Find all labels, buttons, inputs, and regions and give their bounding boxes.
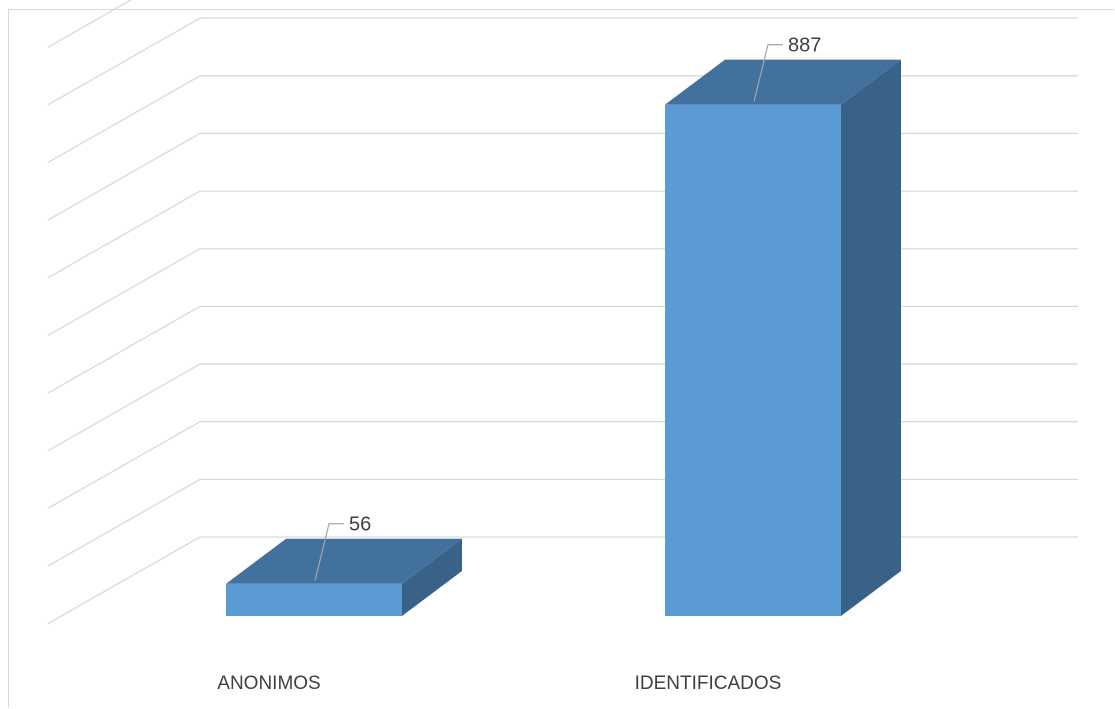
gridline-diagonal [47, 132, 201, 221]
bar-front-face [226, 583, 402, 616]
gridline-diagonal [47, 363, 201, 452]
bar-front-face [665, 104, 841, 616]
data-labels: 56 887 [314, 35, 821, 581]
gridline-diagonal [47, 421, 201, 509]
gridline-diagonal [47, 478, 201, 567]
bars [226, 59, 901, 616]
gridline-diagonal [47, 305, 201, 394]
gridline-diagonal [47, 75, 201, 164]
gridline-diagonal [47, 17, 201, 106]
category-label: ANONIMOS [217, 673, 320, 694]
bar-side-face [841, 59, 901, 616]
chart-frame [8, 9, 1114, 708]
gridline-diagonal [47, 0, 133, 48]
category-label: IDENTIFICADOS [635, 673, 782, 694]
gridline-diagonal [47, 190, 201, 279]
bar-side-face [402, 538, 462, 616]
data-label-leader [314, 523, 344, 581]
data-label: 56 [349, 514, 371, 536]
gridline-diagonal [47, 248, 201, 336]
data-label: 887 [788, 35, 821, 57]
category-labels: ANONIMOS IDENTIFICADOS [217, 673, 781, 694]
data-label-leader [753, 44, 783, 102]
gridline-diagonal [47, 536, 201, 625]
bar-top-face [665, 59, 901, 105]
bar-top-face [226, 538, 462, 584]
gridlines [47, 0, 1078, 625]
